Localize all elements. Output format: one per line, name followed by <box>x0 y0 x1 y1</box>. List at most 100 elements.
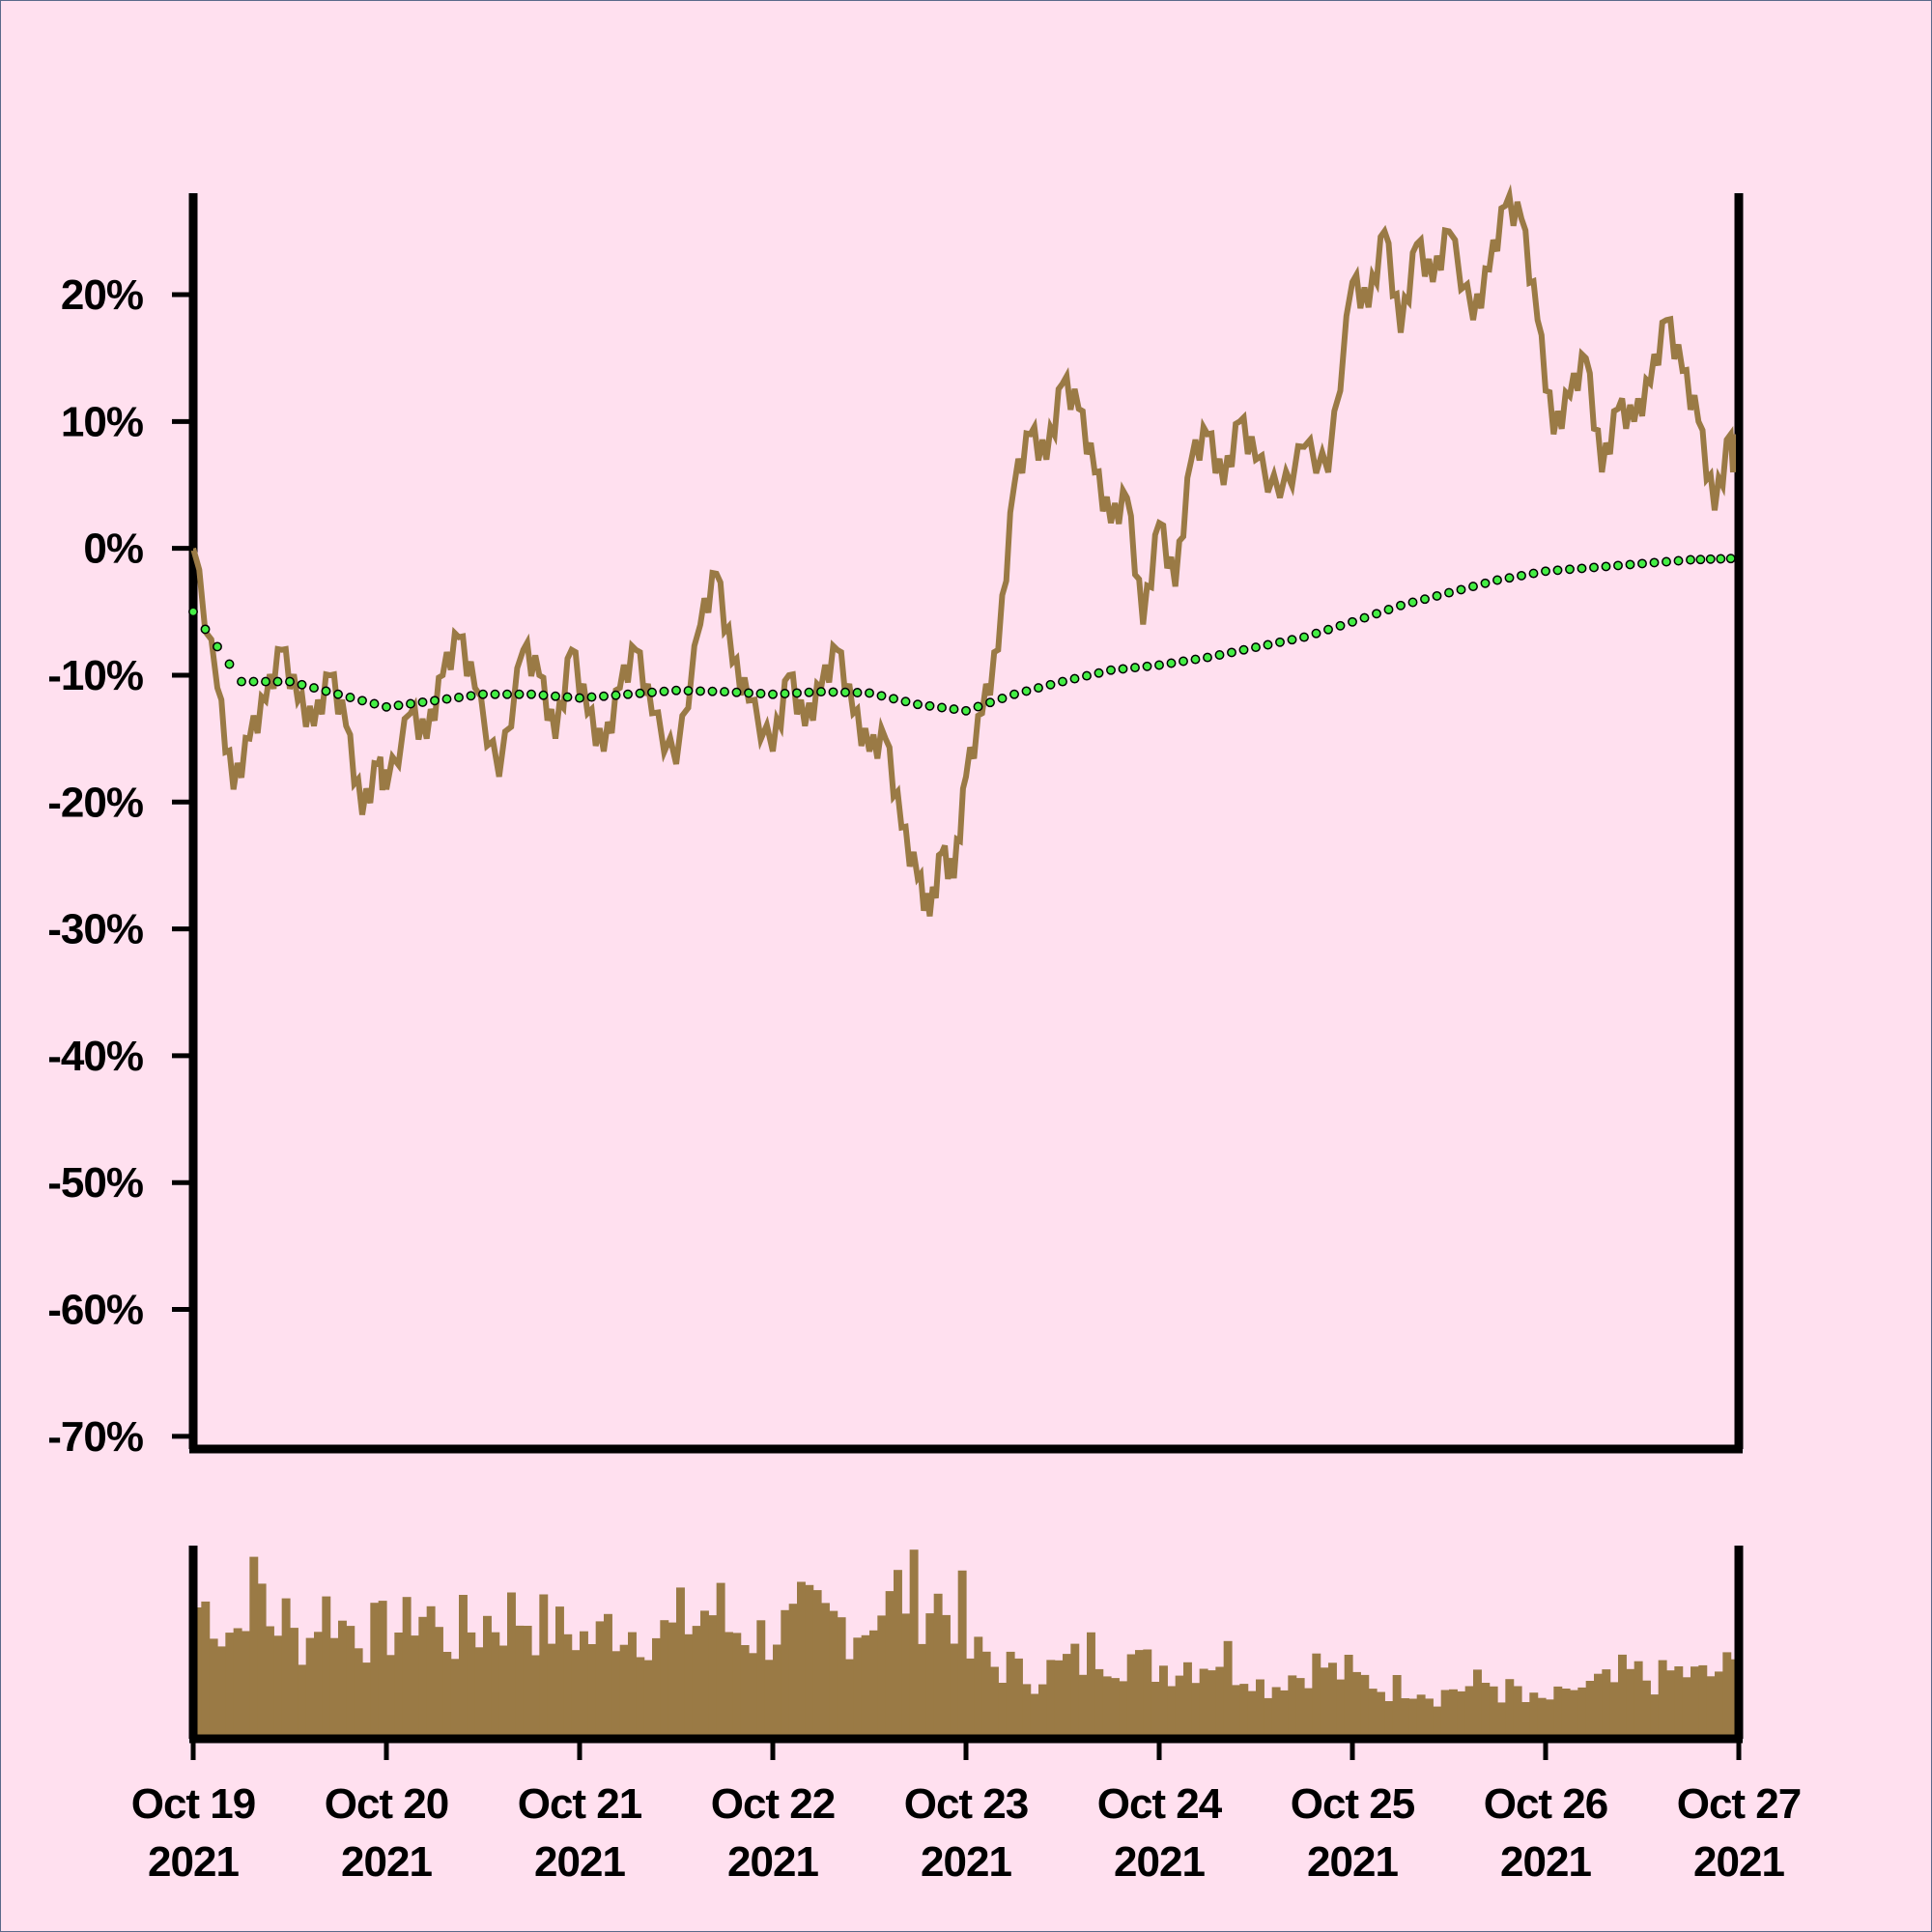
ma-point <box>538 690 549 700</box>
volume-bar <box>1344 1655 1353 1739</box>
volume-bar <box>426 1605 436 1739</box>
x-tick-year-label: 2021 <box>534 1838 625 1886</box>
volume-bar <box>933 1593 943 1739</box>
ma-point <box>502 689 512 699</box>
volume-bar <box>1232 1685 1240 1739</box>
volume-bar <box>1570 1690 1578 1739</box>
volume-bar <box>708 1615 718 1739</box>
volume-bar <box>233 1628 242 1739</box>
ma-point <box>1034 683 1043 694</box>
volume-bar <box>1167 1686 1177 1739</box>
volume-bar <box>515 1625 525 1739</box>
volume-bar <box>1030 1693 1039 1739</box>
volume-bar <box>918 1643 926 1739</box>
volume-bar <box>273 1635 283 1739</box>
volume-bar <box>1094 1668 1104 1739</box>
ma-point <box>1203 652 1212 663</box>
y-tick-label: -20% <box>47 779 143 826</box>
ma-point <box>852 688 863 697</box>
x-tick-year-label: 2021 <box>727 1838 818 1886</box>
ma-point <box>1106 665 1116 675</box>
volume-bar <box>1505 1679 1515 1739</box>
volume-bar <box>1433 1706 1442 1739</box>
ma-point <box>865 688 874 698</box>
volume-bar <box>1070 1643 1080 1739</box>
ma-point <box>997 694 1008 703</box>
x-tick-year-label: 2021 <box>1114 1838 1205 1886</box>
volume-bar <box>1256 1679 1264 1739</box>
volume-bar <box>1650 1694 1660 1739</box>
y-tick-label: -30% <box>47 906 143 953</box>
ma-point <box>237 676 246 687</box>
volume-bar <box>611 1651 621 1739</box>
ma-point <box>985 697 995 708</box>
volume-bar <box>700 1610 709 1739</box>
ma-point <box>1190 654 1201 665</box>
ma-point <box>1565 564 1575 575</box>
ma-point <box>490 689 500 699</box>
ma-point <box>647 687 657 697</box>
ma-point <box>1552 565 1563 576</box>
volume-bar <box>217 1646 226 1739</box>
volume-bar <box>1425 1698 1434 1739</box>
ma-point <box>889 694 898 704</box>
volume-bar <box>595 1621 605 1739</box>
x-tick-year-label: 2021 <box>921 1838 1011 1886</box>
volume-bar <box>1682 1677 1691 1739</box>
volume-bar <box>1401 1698 1409 1739</box>
ma-point <box>973 701 983 712</box>
ma-point <box>1589 562 1599 573</box>
ma-point <box>1396 600 1406 611</box>
volume-bar <box>1312 1653 1321 1739</box>
x-tick-label: Oct 19 <box>131 1780 256 1828</box>
x-tick-label: Oct 25 <box>1291 1780 1415 1828</box>
ma-point <box>369 698 380 709</box>
volume-bar <box>1126 1654 1136 1739</box>
volume-bar <box>498 1645 508 1739</box>
ma-point <box>213 641 222 652</box>
ma-point <box>696 686 705 696</box>
ma-point <box>575 693 584 703</box>
ma-point <box>1166 658 1177 668</box>
volume-bar <box>1360 1674 1370 1739</box>
ma-point <box>200 624 211 635</box>
volume-bar <box>209 1638 218 1739</box>
volume-bar <box>1561 1689 1571 1739</box>
volume-bar <box>442 1652 452 1739</box>
volume-bar <box>1054 1660 1064 1739</box>
volume-bar <box>781 1609 790 1739</box>
volume-bar <box>853 1637 863 1739</box>
volume-bar <box>990 1666 999 1739</box>
ma-point <box>731 687 742 697</box>
ma-point <box>1725 554 1736 564</box>
volume-bar <box>1102 1676 1112 1739</box>
volume-bar <box>1280 1690 1289 1739</box>
y-tick-label: 0% <box>83 526 143 573</box>
volume-bar <box>329 1637 339 1739</box>
ma-point <box>780 689 790 698</box>
volume-bar <box>1609 1682 1619 1739</box>
y-tick-label: -60% <box>47 1287 143 1334</box>
volume-bar <box>201 1601 211 1739</box>
volume-bar <box>1698 1664 1708 1739</box>
y-tick-label: -40% <box>47 1033 143 1080</box>
ma-point <box>611 690 621 700</box>
volume-bar <box>732 1633 742 1739</box>
ma-point <box>514 689 525 699</box>
volume-bar <box>1191 1683 1201 1739</box>
volume-bar <box>1183 1662 1192 1739</box>
ma-point <box>261 676 270 687</box>
ma-point <box>1082 670 1092 681</box>
volume-bar <box>1352 1671 1361 1739</box>
volume-bar <box>805 1584 814 1739</box>
ma-point <box>1480 578 1491 588</box>
volume-bar <box>523 1626 532 1739</box>
ma-point <box>1705 554 1716 564</box>
ma-point <box>454 693 464 702</box>
ma-point <box>1673 555 1684 566</box>
volume-bar <box>338 1620 347 1739</box>
volume-bar <box>266 1626 274 1739</box>
volume-bar <box>378 1601 387 1739</box>
volume-bar <box>974 1636 983 1739</box>
ma-point <box>1323 624 1333 635</box>
